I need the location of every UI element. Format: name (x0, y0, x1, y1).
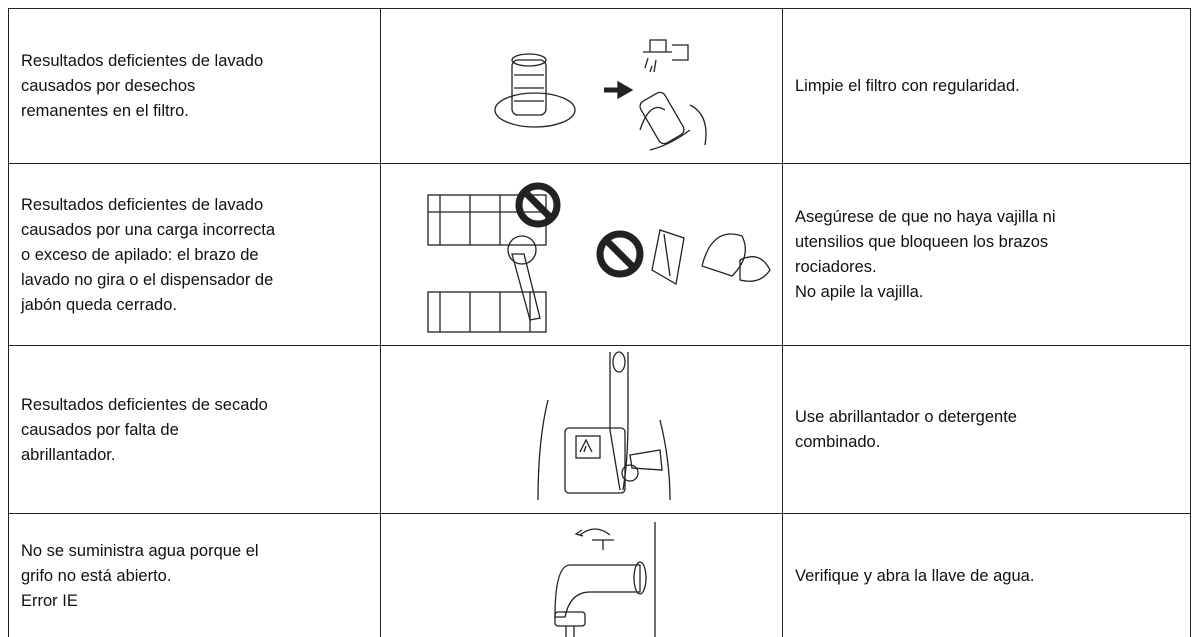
dispenser-illustration (537, 351, 671, 501)
text-line: lavado no gira o el dispensador de (21, 270, 274, 289)
text-line: Resultados deficientes de lavado (21, 52, 264, 70)
solution-cell: Verifique y abra la llave de agua. (782, 513, 1190, 637)
text-line: o exceso de apilado: el brazo de (21, 245, 259, 264)
text-line: Limpie el filtro con regularidad. (795, 77, 1020, 95)
solution-cell: Use abrillantador o detergente combinado. (782, 345, 1190, 514)
text-line: Verifique y abra la llave de agua. (795, 566, 1035, 585)
problem-cell: No se suministra agua porque el grifo no … (8, 513, 380, 637)
text-line: causados por una carga incorrecta (21, 220, 276, 239)
illustration-cell (380, 345, 782, 514)
problem-cell: Resultados deficientes de secado causados… (8, 345, 380, 514)
text-line: remanentes en el filtro. (21, 102, 189, 120)
text-line: jabón queda cerrado. (21, 295, 177, 314)
tap-illustration (554, 522, 656, 637)
text-line: causados por desechos (21, 77, 196, 95)
illustration-cell (380, 513, 782, 637)
problem-cell: Resultados deficientes de lavado causados… (8, 163, 380, 346)
table-border (1190, 8, 1191, 637)
text-line: Error IE (21, 591, 78, 610)
illustration-cell (380, 163, 782, 346)
text-line: grifo no está abierto. (21, 566, 172, 585)
solution-cell: Limpie el filtro con regularidad. (782, 8, 1190, 164)
text-line: abrillantador. (21, 445, 116, 464)
text-line: Resultados deficientes de secado (21, 395, 268, 414)
loading-illustration (427, 182, 771, 333)
text-line: Resultados deficientes de lavado (21, 195, 264, 214)
problem-cell: Resultados deficientes de lavado causados… (8, 8, 380, 164)
illustration-cell (380, 8, 782, 164)
solution-cell: Asegúrese de que no haya vajilla ni utens… (782, 163, 1190, 346)
text-line: No apile la vajilla. (795, 283, 924, 301)
text-line: rociadores. (795, 258, 877, 276)
text-line: utensilios que bloqueen los brazos (795, 233, 1049, 251)
text-line: Use abrillantador o detergente (795, 408, 1017, 426)
filter-illustration (494, 39, 707, 151)
text-line: combinado. (795, 433, 881, 451)
text-line: Asegúrese de que no haya vajilla ni (795, 208, 1056, 226)
text-line: causados por falta de (21, 420, 179, 439)
text-line: No se suministra agua porque el (21, 541, 259, 560)
